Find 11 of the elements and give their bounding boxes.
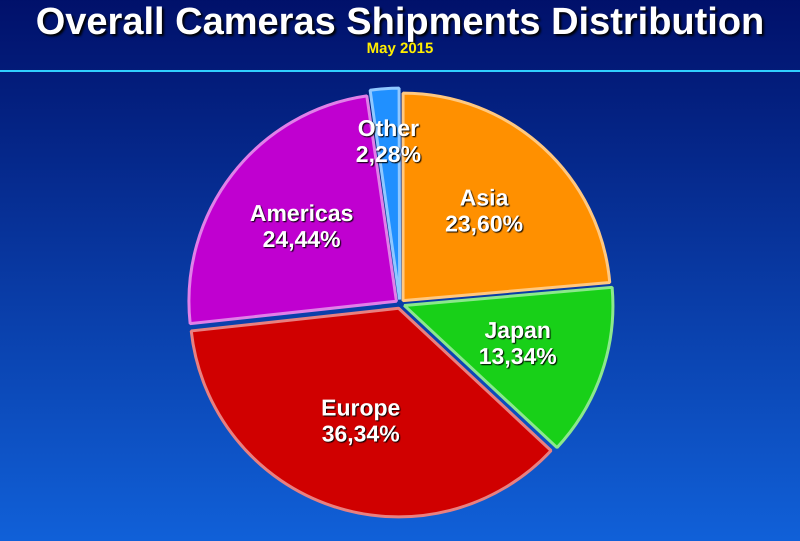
data-label: 24,44% [262, 226, 341, 252]
slice-label: Other [358, 114, 420, 141]
slice-label: Japan [484, 316, 551, 343]
slice-label: Americas [250, 200, 354, 226]
data-label: 36,34% [322, 420, 400, 446]
chart-title: Overall Cameras Shipments Distribution [34, 0, 766, 43]
data-label: 2,28% [356, 140, 422, 167]
data-label: 13,34% [478, 342, 557, 369]
slice-label: Asia [460, 184, 509, 211]
data-label: 23,60% [445, 210, 524, 237]
slice-label: Europe [321, 394, 400, 420]
